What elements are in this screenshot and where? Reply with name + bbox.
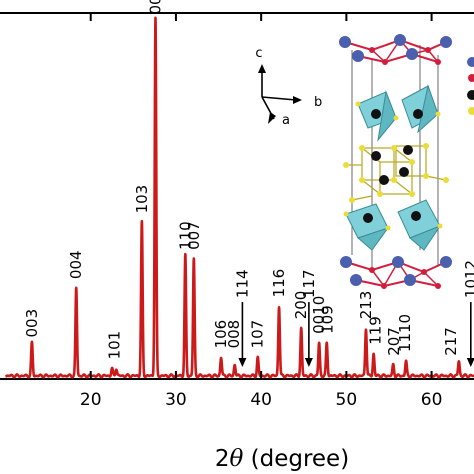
b-axis-line — [261, 96, 297, 101]
x-tick-label: 50 — [336, 390, 358, 410]
peak-label: 109 — [319, 305, 337, 334]
peak-label: 117 — [300, 269, 318, 298]
peak-label: 207 — [385, 327, 403, 356]
legend-atom-red — [468, 74, 474, 82]
legend-atom-black — [467, 90, 474, 100]
peak-label: 119 — [366, 316, 384, 345]
upper-polyhedra — [355, 84, 441, 142]
peak-arrowhead — [238, 358, 247, 368]
peak-label: 0010 — [310, 296, 328, 334]
peak-arrows: 114 117 1012 — [233, 260, 474, 368]
c-axis-label: c — [255, 46, 262, 61]
peak-label: 217 — [442, 327, 460, 356]
lower-polyhedra — [343, 199, 443, 251]
crystal-structure-inset — [339, 34, 474, 289]
peak-label: 114 — [233, 269, 251, 298]
peak-label: 200 — [292, 291, 310, 320]
peak-label: 006 — [147, 0, 165, 15]
peak-label: 003 — [23, 309, 41, 338]
a-axis-arrowhead — [268, 112, 276, 124]
legend-atom-yellow — [468, 107, 474, 115]
peak-label: 103 — [133, 185, 151, 214]
x-tick-label: 30 — [165, 390, 187, 410]
peak-arrowhead — [304, 358, 313, 368]
x-tick-label: 60 — [421, 390, 443, 410]
peak-label: 116 — [270, 269, 288, 298]
b-axis-label: b — [314, 95, 322, 110]
x-tick-label: 20 — [80, 390, 102, 410]
x-axis-ticks: 20 30 40 50 60 — [80, 13, 443, 410]
peak-label: 007 — [185, 221, 203, 250]
b-axis-arrowhead — [293, 96, 302, 104]
peak-label: 106 — [212, 320, 230, 349]
peak-label: 1012 — [462, 260, 474, 298]
peak-label: 107 — [249, 320, 267, 349]
atom-legend — [467, 57, 474, 115]
xrd-trace — [4, 16, 474, 379]
peak-label: 110 — [176, 221, 194, 250]
peak-label: 008 — [225, 320, 243, 349]
a-axis-label: a — [282, 113, 290, 128]
plot-frame — [0, 12, 474, 380]
x-axis-title: 2θ (degree) — [215, 446, 349, 472]
legend-atom-blue — [467, 57, 474, 67]
middle-cage — [343, 143, 449, 203]
peak-label: 004 — [67, 250, 85, 279]
x-tick-label: 40 — [250, 390, 272, 410]
bottom-layer — [340, 256, 452, 289]
c-axis-arrowhead — [258, 64, 266, 73]
crystal-axes-indicator: c b a — [255, 46, 322, 128]
peak-label: 213 — [357, 291, 375, 320]
peak-arrowhead — [466, 358, 474, 368]
top-layer — [339, 34, 452, 65]
peak-label: 101 — [106, 331, 124, 360]
peak-label: 1110 — [396, 314, 414, 352]
